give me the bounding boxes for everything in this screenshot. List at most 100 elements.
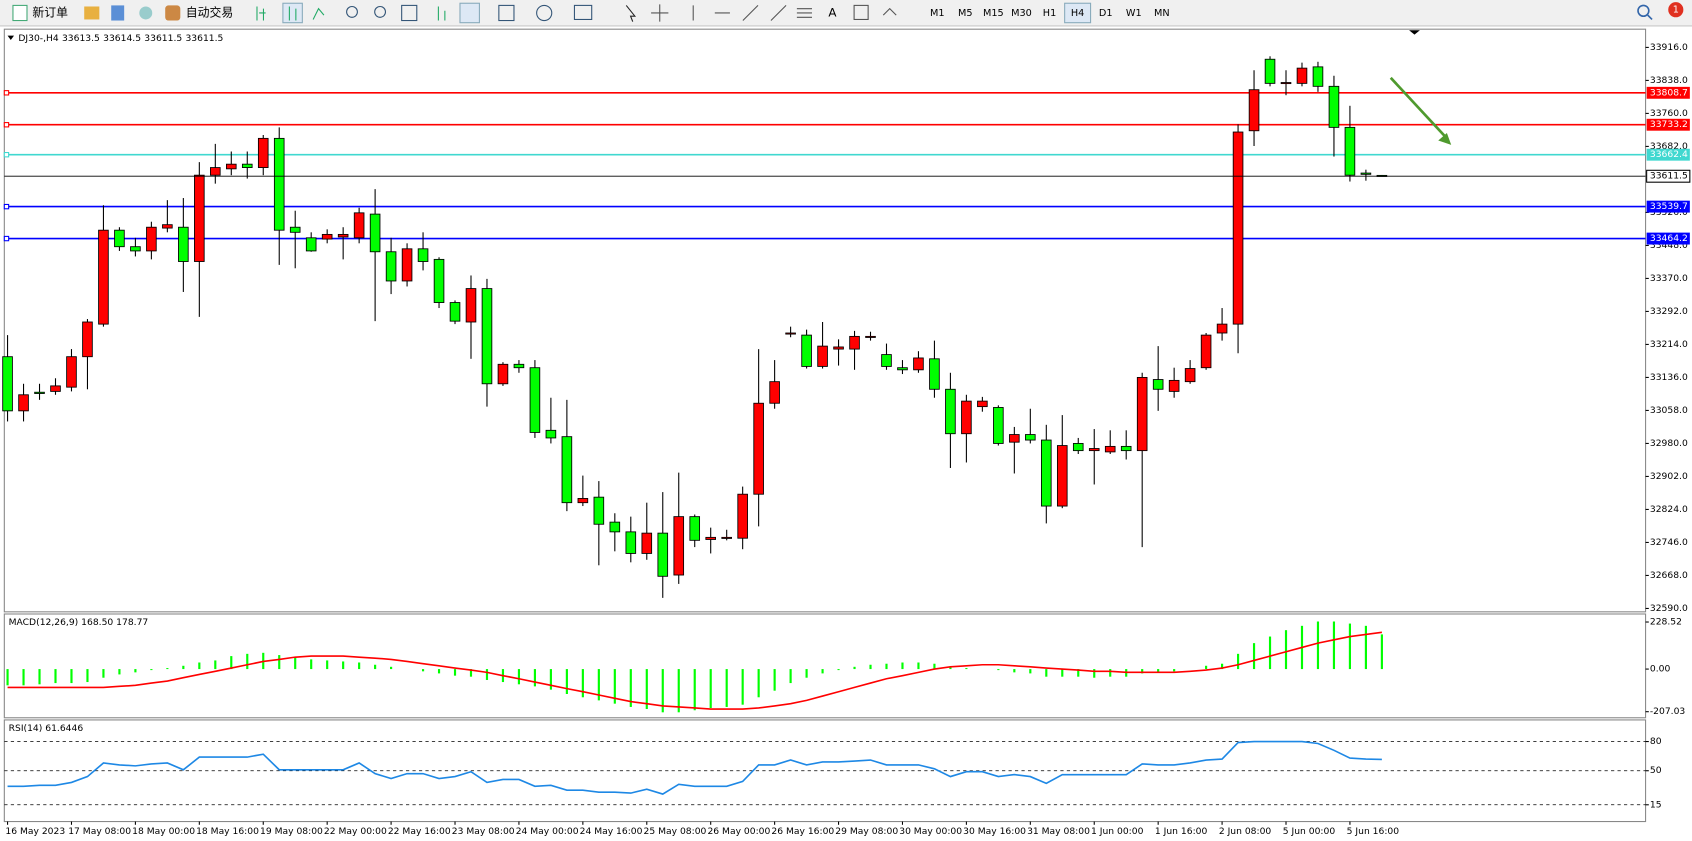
x-tick-label: 17 May 08:00 <box>68 826 131 837</box>
candle-body <box>721 536 732 539</box>
header-value: 33611.5 <box>185 32 223 43</box>
tile-windows[interactable] <box>401 4 418 22</box>
level-handle[interactable] <box>3 90 10 96</box>
candle-body <box>545 429 557 439</box>
current-price-label: 33611.5 <box>1650 171 1688 182</box>
crosshair-tool[interactable] <box>651 4 669 22</box>
candle-tool[interactable] <box>288 6 297 21</box>
level-label: 33808.7 <box>1650 87 1688 98</box>
y-tick-label: 32980.0 <box>1650 438 1688 449</box>
candle-body <box>178 226 189 262</box>
y-tick-label: 33292.0 <box>1650 306 1688 317</box>
search-icon[interactable] <box>1637 4 1650 18</box>
symbol-header: DJ30-,H4 33613.5 33614.5 33611.5 33611.5 <box>18 32 223 43</box>
candle-body <box>18 394 29 412</box>
candle-body <box>225 163 237 170</box>
candle-body <box>657 532 669 577</box>
templates[interactable] <box>573 4 593 20</box>
y-tick-label: 33136.0 <box>1650 372 1688 383</box>
header-value: DJ30-,H4 <box>18 32 59 43</box>
periods[interactable] <box>536 4 553 22</box>
timeframe-button[interactable]: D1 <box>1099 8 1113 19</box>
candle-body <box>1072 443 1084 452</box>
y-tick-label: 32590.0 <box>1650 603 1688 614</box>
auto-trading-icon[interactable] <box>165 5 181 21</box>
timeframe-button[interactable]: MN <box>1154 8 1170 19</box>
bar-chart-tool[interactable] <box>256 6 266 21</box>
timeframe-button[interactable]: W1 <box>1126 8 1142 19</box>
level-handle[interactable] <box>3 235 10 242</box>
panel-menu-arrow[interactable] <box>7 35 15 40</box>
candle-body <box>241 163 253 168</box>
new-order-icon[interactable] <box>12 4 28 22</box>
autoscroll[interactable] <box>437 6 446 21</box>
candle-body <box>673 516 685 576</box>
candle-body <box>1344 126 1356 176</box>
line-tool[interactable] <box>312 7 325 20</box>
candle-body <box>801 334 812 367</box>
candle-body <box>977 400 988 408</box>
candle-body <box>817 345 828 367</box>
timeframe-button[interactable]: M15 <box>983 8 1004 19</box>
candle-body <box>1216 323 1228 334</box>
zoom-out[interactable] <box>374 5 387 18</box>
timeframe-button[interactable]: M30 <box>1011 8 1032 19</box>
x-tick-label: 5 Jun 16:00 <box>1347 826 1400 837</box>
timeframe-button[interactable]: H4 <box>1071 8 1084 19</box>
level-handle[interactable] <box>3 122 10 128</box>
timeframe-button[interactable]: H1 <box>1043 8 1056 19</box>
text-tool[interactable]: A <box>828 5 837 19</box>
zoom-in[interactable] <box>346 5 358 18</box>
auto-trading-button[interactable]: 自动交易 <box>186 5 233 19</box>
arrows-tool[interactable] <box>882 7 897 16</box>
x-tick-label: 5 Jun 00:00 <box>1283 826 1336 837</box>
candle-body <box>1041 439 1052 507</box>
timeframe-button[interactable]: M5 <box>958 8 973 19</box>
x-tick-label: 22 May 00:00 <box>324 826 387 837</box>
drawing-tools[interactable] <box>692 5 812 21</box>
x-tick-label: 24 May 16:00 <box>580 826 643 837</box>
shift-marker <box>1409 30 1420 35</box>
chart-shift-active[interactable] <box>459 2 480 24</box>
candle-body <box>897 367 908 371</box>
chart-frame <box>3 28 1647 823</box>
candle-body <box>993 407 1004 444</box>
timeframe-button[interactable]: M1 <box>930 8 945 19</box>
candle-body <box>513 363 525 369</box>
candle-body <box>561 436 573 504</box>
candle-body <box>337 233 349 238</box>
tool-icon[interactable] <box>111 5 125 21</box>
level-label: 33464.2 <box>1650 233 1688 244</box>
candle-body <box>1312 66 1324 87</box>
indicator-title: RSI(14) 61.6446 <box>9 723 84 734</box>
candle-body <box>1152 379 1164 390</box>
candle-body <box>609 521 621 533</box>
label-tool[interactable] <box>853 4 869 20</box>
level-label-bg <box>1646 232 1690 245</box>
candle-body <box>130 246 141 252</box>
tool-icon[interactable] <box>139 6 153 20</box>
notification-badge[interactable] <box>1668 2 1684 18</box>
y-tick-label: 15 <box>1650 799 1662 810</box>
candle-body <box>1009 434 1020 443</box>
candle-body <box>257 137 269 168</box>
indicators[interactable] <box>498 4 515 22</box>
new-order-button[interactable]: 新订单 <box>32 5 68 19</box>
y-tick-label: 33370.0 <box>1650 273 1688 284</box>
y-tick-label: 33058.0 <box>1650 405 1688 416</box>
candle-body <box>1025 434 1036 441</box>
timeframe-bar: M1 M5 M15 M30 H1 H4 D1 W1 MN <box>930 2 1170 24</box>
level-handle[interactable] <box>3 152 10 158</box>
candle-body <box>577 498 589 504</box>
candle-tool-active[interactable] <box>282 2 303 24</box>
level-label-bg <box>1646 86 1690 99</box>
cursor-tool[interactable] <box>625 5 637 22</box>
candle-body <box>1296 67 1308 84</box>
candle-body <box>34 391 45 394</box>
level-label-bg <box>1646 118 1690 131</box>
candle-body <box>1264 58 1276 84</box>
tool-icon[interactable] <box>84 6 100 20</box>
level-handle[interactable] <box>3 203 10 210</box>
current-price-bg <box>1646 169 1691 183</box>
y-tick-label: 33682.0 <box>1650 141 1688 152</box>
